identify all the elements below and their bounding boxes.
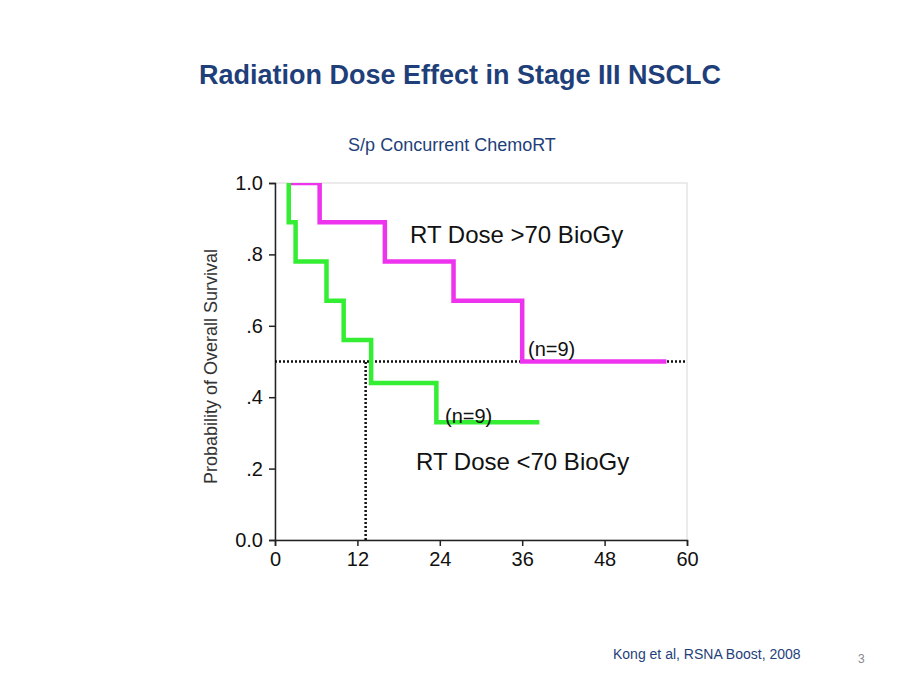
tick: .6 (246, 315, 275, 337)
tick-mark (604, 540, 606, 546)
x-axis: 0 12 24 36 48 60 (270, 540, 699, 570)
tick-label: .6 (246, 315, 263, 337)
tick-label: 1.0 (235, 172, 263, 194)
axis-line (276, 541, 688, 547)
tick: 36 (512, 540, 534, 570)
y-axis: 0.0 .2 .4 .6 .8 1.0 (235, 172, 275, 551)
tick-mark (687, 540, 689, 546)
title: Radiation Dose Effect in Stage III NSCLC (199, 60, 721, 90)
tick-label: .4 (246, 386, 263, 408)
source: Kong et al, RSNA Boost, 2008 (613, 646, 801, 662)
tick: 24 (429, 540, 451, 570)
tick-mark (269, 468, 275, 470)
tick: 60 (676, 540, 698, 570)
annotation: (n=9) (528, 338, 575, 360)
tick-label: 48 (594, 548, 616, 570)
tick-label: 60 (676, 548, 698, 570)
tick-label: .2 (246, 458, 263, 480)
tick-mark (357, 540, 359, 546)
tick-label: .8 (246, 243, 263, 265)
annotation: (n=9) (445, 405, 492, 427)
tick: 0.0 (235, 529, 275, 551)
tick-label: 12 (347, 548, 369, 570)
tick-mark (269, 254, 275, 256)
tick-mark (522, 540, 524, 546)
tick: 1.0 (235, 172, 275, 194)
tick-label: 0.0 (235, 529, 263, 551)
tick: 48 (594, 540, 616, 570)
slide: Radiation Dose Effect in Stage III NSCLC… (0, 0, 920, 690)
plot-data (275, 183, 687, 540)
subtitle: S/p Concurrent ChemoRT (348, 135, 556, 155)
page-number: 3 (858, 652, 865, 666)
tick: .2 (246, 458, 275, 480)
tick: .4 (246, 386, 275, 408)
tick-mark (269, 397, 275, 399)
tick: 12 (347, 540, 369, 570)
series-label: RT Dose <70 BioGy (416, 448, 629, 475)
tick-label: 0 (270, 548, 281, 570)
axis-line (269, 184, 276, 541)
tick-mark (440, 540, 442, 546)
tick-mark (269, 540, 275, 542)
tick: .8 (246, 243, 275, 265)
tick-mark (269, 183, 275, 185)
y-axis-title: Probability of Overall Survival (201, 249, 221, 484)
tick-mark (269, 326, 275, 328)
tick-label: 36 (512, 548, 534, 570)
median-vline (364, 362, 367, 541)
series-label: RT Dose >70 BioGy (410, 221, 623, 248)
survival-curve (289, 183, 540, 422)
plot-frame (275, 183, 687, 540)
tick: 0 (270, 540, 281, 570)
tick-label: 24 (429, 548, 451, 570)
